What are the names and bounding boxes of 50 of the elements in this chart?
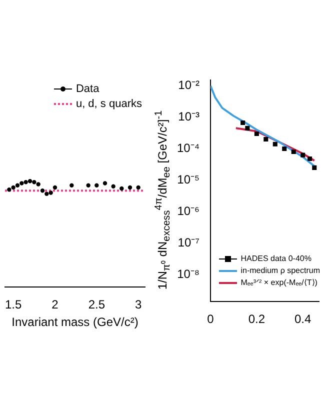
legend-label: u, d, s quarks (76, 98, 142, 110)
legend-label: HADES data 0-40% (240, 254, 312, 263)
y-tick-label: 10⁻⁵ (177, 172, 200, 187)
point (40, 188, 45, 193)
x-tick-label: 3 (134, 298, 142, 312)
point (272, 142, 278, 146)
y-tick-label: 10⁻⁴ (176, 141, 200, 156)
point (111, 184, 116, 189)
x-tick-label: 1.5 (4, 298, 22, 312)
legend-label: Data (76, 83, 100, 95)
point (128, 185, 132, 190)
point (7, 187, 12, 192)
y-tick-label: 10⁻⁶ (177, 204, 200, 218)
point (20, 181, 24, 186)
point (94, 183, 99, 188)
legend-label: Mₑₑ³ᐟ² × exp(-Mₑₑ/⟨T⟩) (240, 278, 318, 287)
point (28, 179, 32, 184)
x-tick-label: 2.5 (88, 298, 106, 312)
point (86, 183, 90, 188)
y-tick-label: 10⁻⁷ (178, 236, 200, 250)
point (70, 183, 74, 188)
point (312, 165, 317, 170)
point (15, 183, 20, 188)
legend-label: in-medium ρ spectrum (240, 266, 320, 275)
y-tick-label: 10⁻² (178, 78, 200, 92)
point (291, 150, 296, 154)
point (254, 131, 259, 136)
point (120, 186, 124, 191)
point (11, 185, 16, 190)
x-tick-label: 2 (52, 298, 59, 312)
y-tick-label: 10⁻³ (178, 110, 200, 124)
point (24, 180, 28, 184)
point (240, 120, 246, 125)
point (48, 190, 53, 195)
x-tick-label: 0 (207, 312, 214, 326)
x-tick-label: 0.2 (248, 312, 266, 326)
point (136, 185, 140, 190)
point (44, 192, 49, 196)
point (102, 181, 108, 186)
point (52, 185, 58, 190)
point (245, 126, 250, 130)
point (308, 156, 312, 162)
point (300, 152, 306, 158)
point (32, 180, 36, 184)
x-tick-label: 0.4 (294, 312, 312, 326)
x-axis-title: Invariant mass (GeV/c²) (12, 315, 138, 330)
point (36, 182, 40, 186)
y-tick-label: 10⁻⁸ (177, 267, 200, 282)
point (282, 146, 287, 151)
point (264, 136, 268, 142)
